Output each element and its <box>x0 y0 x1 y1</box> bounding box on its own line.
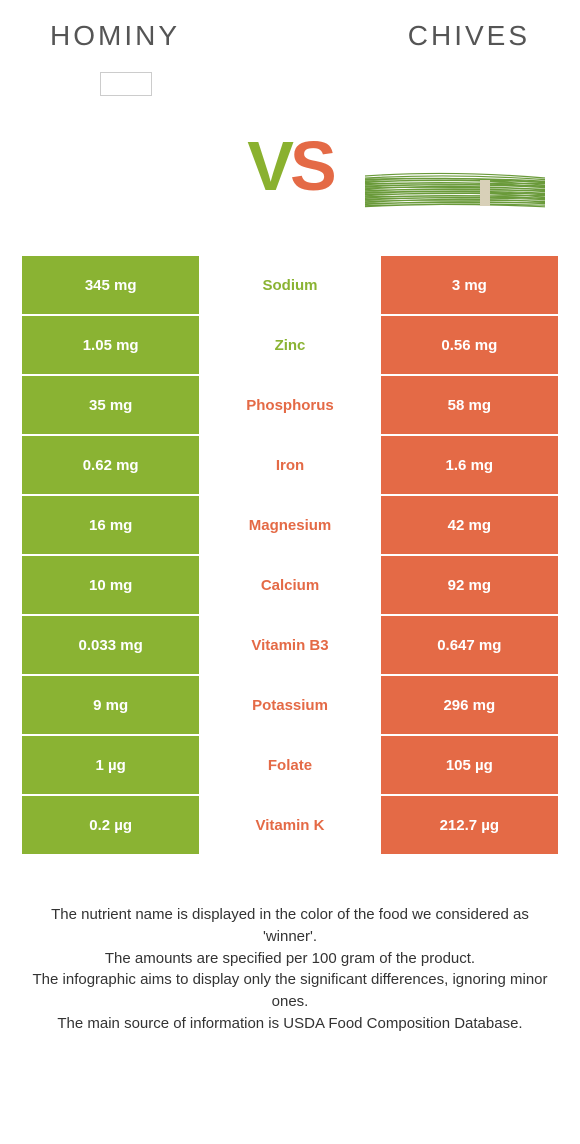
nutrient-label: Phosphorus <box>201 376 378 434</box>
nutrient-label: Folate <box>201 736 378 794</box>
chives-image <box>360 156 550 231</box>
table-row: 1 µgFolate105 µg <box>22 736 558 794</box>
comparison-infographic: HOMINY CHIVES V S 345 mgSodium3 mg1.05 m… <box>0 0 580 1035</box>
footer-notes: The nutrient name is displayed in the co… <box>30 904 550 1035</box>
vs-label: V S <box>247 126 332 206</box>
left-value: 0.2 µg <box>22 796 199 854</box>
left-value: 9 mg <box>22 676 199 734</box>
left-value: 35 mg <box>22 376 199 434</box>
nutrient-label: Vitamin B3 <box>201 616 378 674</box>
nutrient-label: Zinc <box>201 316 378 374</box>
right-food-title: CHIVES <box>408 20 530 52</box>
nutrient-label: Calcium <box>201 556 378 614</box>
right-value: 0.647 mg <box>381 616 558 674</box>
footer-line-4: The main source of information is USDA F… <box>30 1013 550 1035</box>
footer-line-1: The nutrient name is displayed in the co… <box>30 904 550 948</box>
nutrient-label: Sodium <box>201 256 378 314</box>
table-row: 35 mgPhosphorus58 mg <box>22 376 558 434</box>
hominy-image-placeholder <box>100 72 152 96</box>
table-row: 1.05 mgZinc0.56 mg <box>22 316 558 374</box>
chives-band <box>480 180 490 206</box>
right-value: 1.6 mg <box>381 436 558 494</box>
table-row: 9 mgPotassium296 mg <box>22 676 558 734</box>
left-value: 1.05 mg <box>22 316 199 374</box>
header: HOMINY CHIVES <box>10 20 570 62</box>
right-value: 3 mg <box>381 256 558 314</box>
footer-line-3: The infographic aims to display only the… <box>30 969 550 1013</box>
left-value: 0.033 mg <box>22 616 199 674</box>
left-value: 345 mg <box>22 256 199 314</box>
vs-row: V S <box>10 126 570 206</box>
table-row: 345 mgSodium3 mg <box>22 256 558 314</box>
nutrient-label: Magnesium <box>201 496 378 554</box>
left-food-title: HOMINY <box>50 20 180 52</box>
nutrient-label: Vitamin K <box>201 796 378 854</box>
right-value: 0.56 mg <box>381 316 558 374</box>
nutrient-label: Iron <box>201 436 378 494</box>
right-value: 92 mg <box>381 556 558 614</box>
table-row: 0.62 mgIron1.6 mg <box>22 436 558 494</box>
vs-letter-s: S <box>290 126 333 206</box>
left-value: 1 µg <box>22 736 199 794</box>
right-value: 42 mg <box>381 496 558 554</box>
table-row: 0.033 mgVitamin B30.647 mg <box>22 616 558 674</box>
left-value: 0.62 mg <box>22 436 199 494</box>
vs-letter-v: V <box>247 126 290 206</box>
right-value: 105 µg <box>381 736 558 794</box>
table-row: 10 mgCalcium92 mg <box>22 556 558 614</box>
table-row: 16 mgMagnesium42 mg <box>22 496 558 554</box>
footer-line-2: The amounts are specified per 100 gram o… <box>30 948 550 970</box>
nutrient-label: Potassium <box>201 676 378 734</box>
table-row: 0.2 µgVitamin K212.7 µg <box>22 796 558 854</box>
left-value: 10 mg <box>22 556 199 614</box>
nutrient-table: 345 mgSodium3 mg1.05 mgZinc0.56 mg35 mgP… <box>22 256 558 854</box>
right-value: 212.7 µg <box>381 796 558 854</box>
left-value: 16 mg <box>22 496 199 554</box>
right-value: 296 mg <box>381 676 558 734</box>
right-value: 58 mg <box>381 376 558 434</box>
